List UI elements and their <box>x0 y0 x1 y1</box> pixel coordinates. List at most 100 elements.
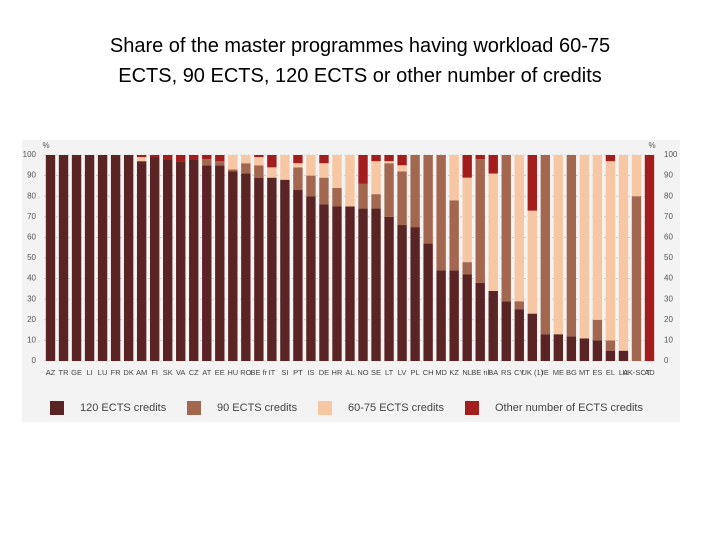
x-tick-label: UK (1) <box>521 368 543 377</box>
bar-segment <box>71 155 82 361</box>
bar-segment <box>332 155 342 188</box>
bar-segment <box>149 157 160 361</box>
bar-segment <box>462 262 472 275</box>
x-tick-label: RO <box>240 368 251 377</box>
chart-title: Share of the master programmes having wo… <box>110 35 610 57</box>
bar-segment <box>228 155 238 170</box>
x-tick-label: EE <box>215 368 225 377</box>
bar-segment <box>293 190 303 361</box>
bar-segment <box>149 155 160 158</box>
x-tick-label: BE nl <box>471 368 489 377</box>
bar-segment <box>267 167 277 178</box>
bar-segment <box>631 196 642 361</box>
bar-segment <box>58 155 69 361</box>
bar-segment <box>280 155 290 180</box>
x-tick-label: LI <box>86 368 92 377</box>
bar-segment <box>241 155 251 164</box>
bar-segment <box>384 163 394 217</box>
y-tick-label: 30 <box>664 294 673 303</box>
bar-segment <box>319 163 329 178</box>
bar-segment <box>371 155 381 162</box>
y-tick-label: 70 <box>27 212 36 221</box>
bar-segment <box>228 171 238 361</box>
bar-segment <box>254 155 264 158</box>
x-tick-label: PT <box>293 368 303 377</box>
x-tick-label: NL <box>462 368 472 377</box>
y-tick-label: 80 <box>27 191 36 200</box>
bar-segment <box>592 340 603 361</box>
x-tick-label: RS <box>501 368 511 377</box>
bar-segment <box>397 225 407 361</box>
bar-segment <box>527 155 537 211</box>
bar-segment <box>475 159 485 283</box>
x-tick-label: CH <box>423 368 434 377</box>
bar-segment <box>267 177 277 361</box>
x-tick-label: AZ <box>46 368 56 377</box>
bar-segment <box>371 208 381 361</box>
bar-segment <box>384 216 394 361</box>
x-tick-label: IT <box>269 368 276 377</box>
x-tick-label: LT <box>385 368 394 377</box>
x-tick-label: PL <box>411 368 420 377</box>
bar-segment <box>306 155 316 176</box>
bar-segment <box>123 155 134 361</box>
x-tick-label: BE fr <box>251 368 268 377</box>
bar-segment <box>397 171 407 226</box>
x-tick-label: HR <box>332 368 343 377</box>
x-tick-label: HU <box>227 368 238 377</box>
y-tick-label: 100 <box>23 150 37 159</box>
bar-segment <box>176 161 186 361</box>
bar-segment <box>501 301 511 361</box>
bar-segment <box>202 165 212 361</box>
bar-segment <box>280 179 290 361</box>
x-tick-label: NO <box>357 368 368 377</box>
bar-segment <box>202 155 212 160</box>
legend-label: 60-75 ECTS credits <box>348 402 444 414</box>
y-tick-label: 90 <box>664 171 673 180</box>
bar-segment <box>449 270 459 361</box>
bar-segment <box>358 183 368 209</box>
bar-segment <box>241 163 251 174</box>
y-tick-label: 0 <box>664 356 669 365</box>
bar-segment <box>84 155 95 361</box>
bar-segment <box>163 155 173 160</box>
bar-segment <box>410 155 420 228</box>
bar-segment <box>306 196 316 361</box>
bar-segment <box>371 161 381 195</box>
x-tick-label: KZ <box>449 368 459 377</box>
x-tick-label: VA <box>176 368 185 377</box>
bar-segment <box>553 155 564 335</box>
y-tick-label: 70 <box>664 212 673 221</box>
bar-segment <box>579 338 590 361</box>
x-tick-label: LU <box>98 368 108 377</box>
bar-segment <box>540 334 551 361</box>
bar-segment <box>605 340 616 351</box>
x-tick-label: DK <box>123 368 133 377</box>
bar-segment <box>215 155 225 162</box>
x-tick-label: AD <box>644 368 655 377</box>
bar-segment <box>462 274 472 361</box>
x-tick-label: ES <box>592 368 602 377</box>
bar-segment <box>319 204 329 361</box>
x-tick-label: AM <box>136 368 147 377</box>
x-tick-label: FI <box>151 368 158 377</box>
bar-segment <box>553 334 564 361</box>
y-tick-label: 10 <box>664 336 673 345</box>
bar-segment <box>397 165 407 172</box>
y-tick-label: 40 <box>664 274 673 283</box>
bar-segment <box>189 155 199 160</box>
bar-segment <box>136 157 147 162</box>
bar-segment <box>449 200 459 271</box>
x-tick-label: GE <box>71 368 82 377</box>
bar-segment <box>475 155 485 160</box>
y-tick-label: 0 <box>32 356 37 365</box>
x-tick-label: SK <box>163 368 173 377</box>
bar-segment <box>592 155 603 320</box>
legend-label: Other number of ECTS credits <box>495 402 643 414</box>
bar-segment <box>136 155 147 158</box>
x-tick-label: MT <box>579 368 590 377</box>
bar-segment <box>527 313 537 361</box>
bar-segment <box>462 155 472 178</box>
x-tick-label: BA <box>488 368 498 377</box>
bar-segment <box>358 155 368 184</box>
